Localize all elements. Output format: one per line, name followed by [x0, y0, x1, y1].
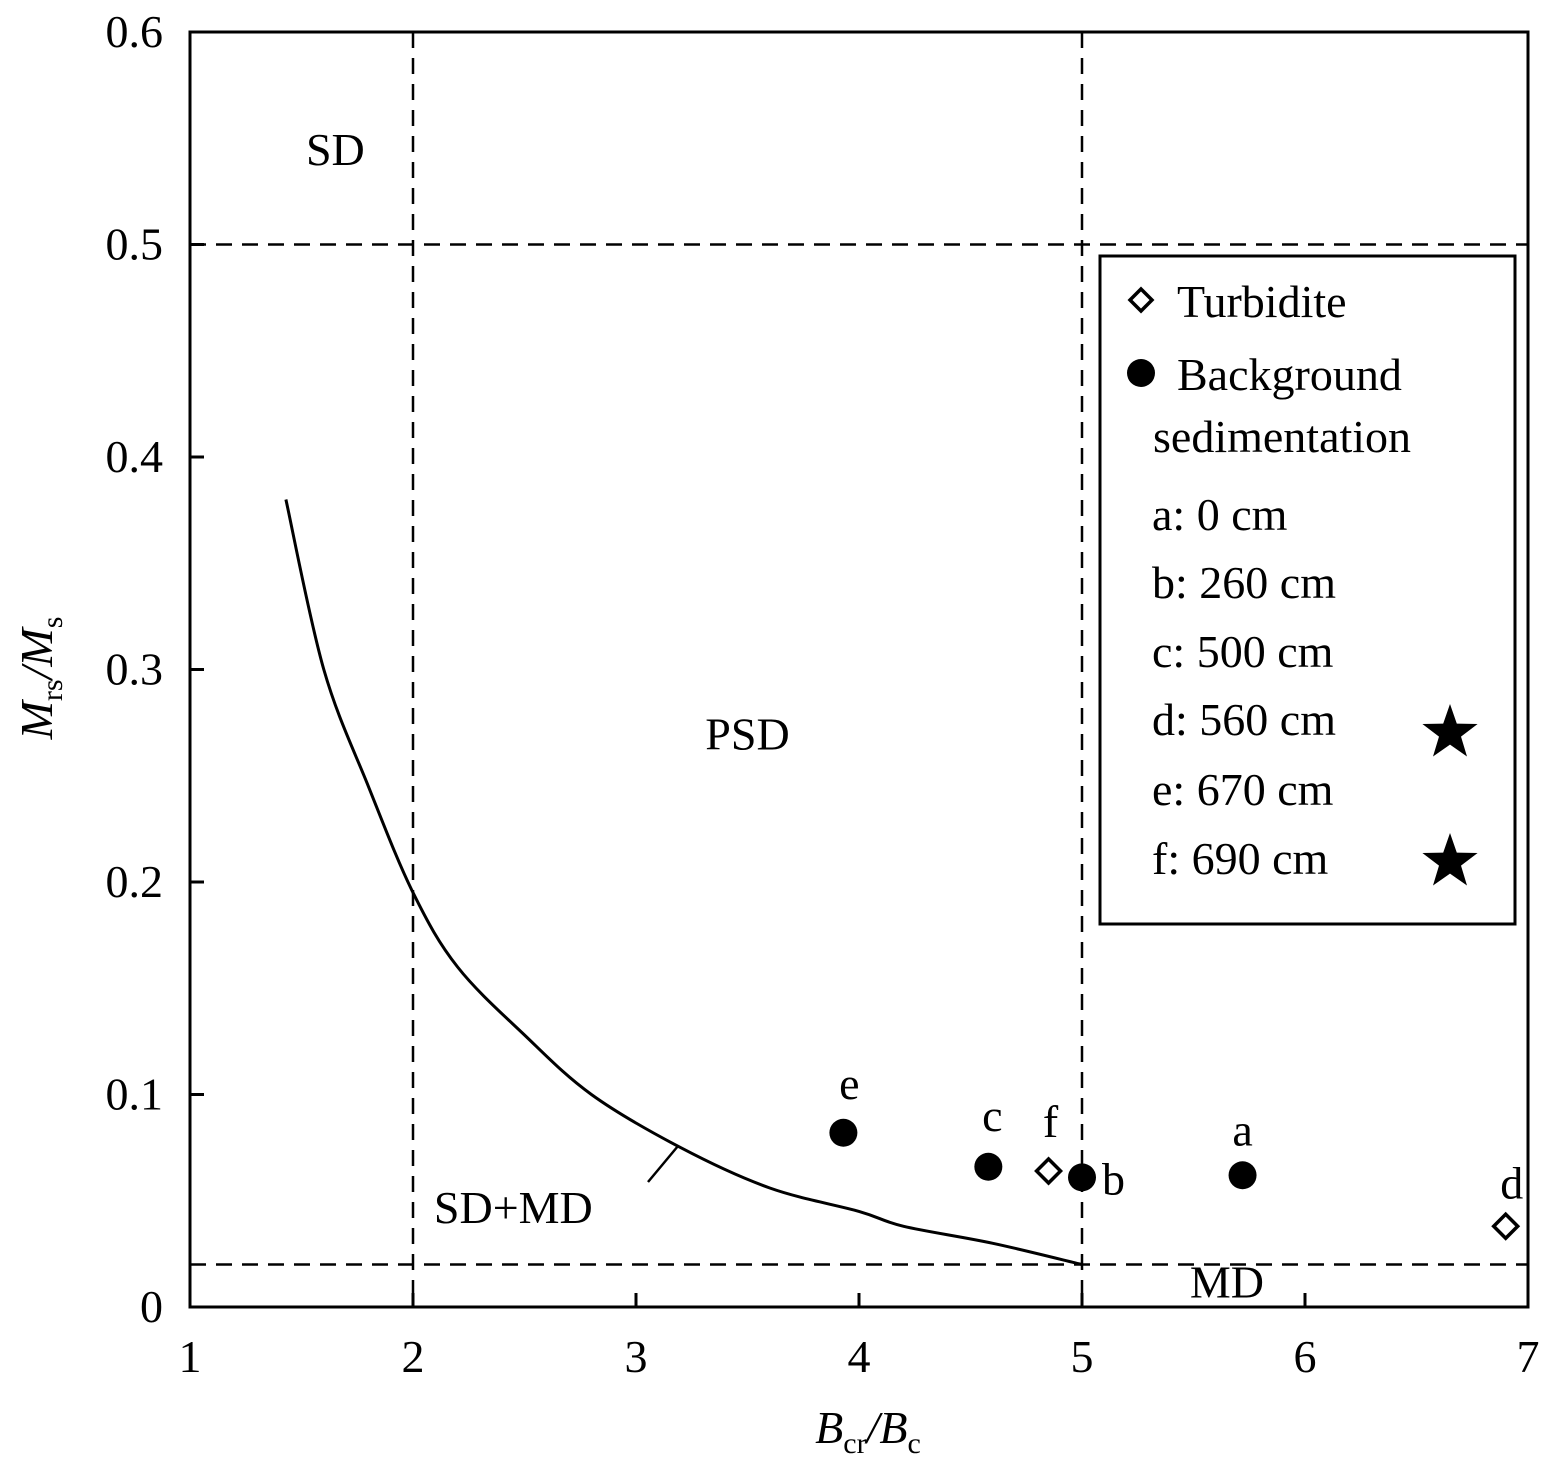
legend-box [1098, 254, 1517, 926]
y-tick-label: 0.2 [106, 856, 164, 907]
legend-sample-4: e: 670 cm [1152, 764, 1334, 815]
x-tick-label: 6 [1294, 1331, 1317, 1382]
y-tick-label: 0.6 [106, 6, 164, 57]
x-tick-label: 4 [848, 1331, 871, 1382]
region-label-sd-md: SD+MD [434, 1182, 593, 1233]
y-axis-title-main: M [11, 698, 62, 740]
legend-background-marker [1127, 359, 1155, 387]
y-axis-title-denom: M [11, 626, 62, 668]
legend-sample-1: b: 260 cm [1152, 557, 1336, 608]
legend-star-icon-3 [1422, 704, 1478, 757]
legend-turbidite-marker [1127, 286, 1155, 314]
point-label-b: b [1102, 1153, 1125, 1204]
y-tick-label: 0 [140, 1281, 163, 1332]
background-point-e [829, 1118, 858, 1147]
y-axis-title-denom-sub: s [36, 617, 69, 629]
x-axis-title-main-sub: cr [843, 1427, 866, 1460]
point-label-f: f [1043, 1096, 1059, 1147]
background-point-b [1068, 1163, 1096, 1192]
sd-md-leader-line [647, 1145, 679, 1183]
x-axis-title-sep: / [864, 1402, 884, 1453]
point-label-c: c [982, 1090, 1002, 1141]
point-label-e: e [839, 1058, 859, 1109]
legend-background-label-line1: Background [1177, 349, 1402, 400]
legend-background-label-line2: sedimentation [1153, 411, 1411, 462]
legend-turbidite-label: Turbidite [1177, 276, 1347, 327]
legend-sample-0: a: 0 cm [1152, 489, 1288, 540]
background-point-c [974, 1152, 1003, 1181]
point-label-a: a [1232, 1104, 1252, 1155]
y-tick-label: 0.4 [106, 431, 164, 482]
turbidite-point-f [1034, 1156, 1064, 1186]
y-tick-label: 0.3 [106, 644, 164, 695]
x-axis-title: Bcr/Bc [815, 1402, 921, 1460]
x-tick-label: 1 [179, 1331, 202, 1382]
x-tick-label: 7 [1517, 1331, 1540, 1382]
x-axis-title-denom-sub: c [907, 1427, 920, 1460]
turbidite-point-d [1491, 1211, 1521, 1241]
region-label-md: MD [1190, 1257, 1264, 1308]
legend-star-icon-5 [1422, 833, 1478, 886]
legend-sample-2: c: 500 cm [1152, 626, 1334, 677]
region-label-psd: PSD [705, 708, 789, 759]
x-axis-title-denom: B [879, 1402, 907, 1453]
x-tick-label: 5 [1071, 1331, 1094, 1382]
x-tick-label: 2 [402, 1331, 425, 1382]
x-axis-title-main: B [815, 1402, 843, 1453]
y-axis-title-main-sub: rs [36, 679, 69, 701]
region-label-sd: SD [306, 124, 365, 175]
y-axis-title: Mrs/Ms [11, 617, 69, 741]
y-tick-label: 0.5 [106, 219, 164, 270]
y-tick-label: 0.1 [106, 1069, 164, 1120]
point-label-d: d [1500, 1157, 1523, 1208]
legend-sample-3: d: 560 cm [1152, 694, 1336, 745]
legend-sample-5: f: 690 cm [1152, 833, 1329, 884]
sd-md-mixing-curve [284, 499, 1083, 1266]
y-axis-title-sep: / [11, 662, 62, 682]
x-tick-label: 3 [625, 1331, 648, 1382]
background-point-a [1228, 1161, 1257, 1190]
